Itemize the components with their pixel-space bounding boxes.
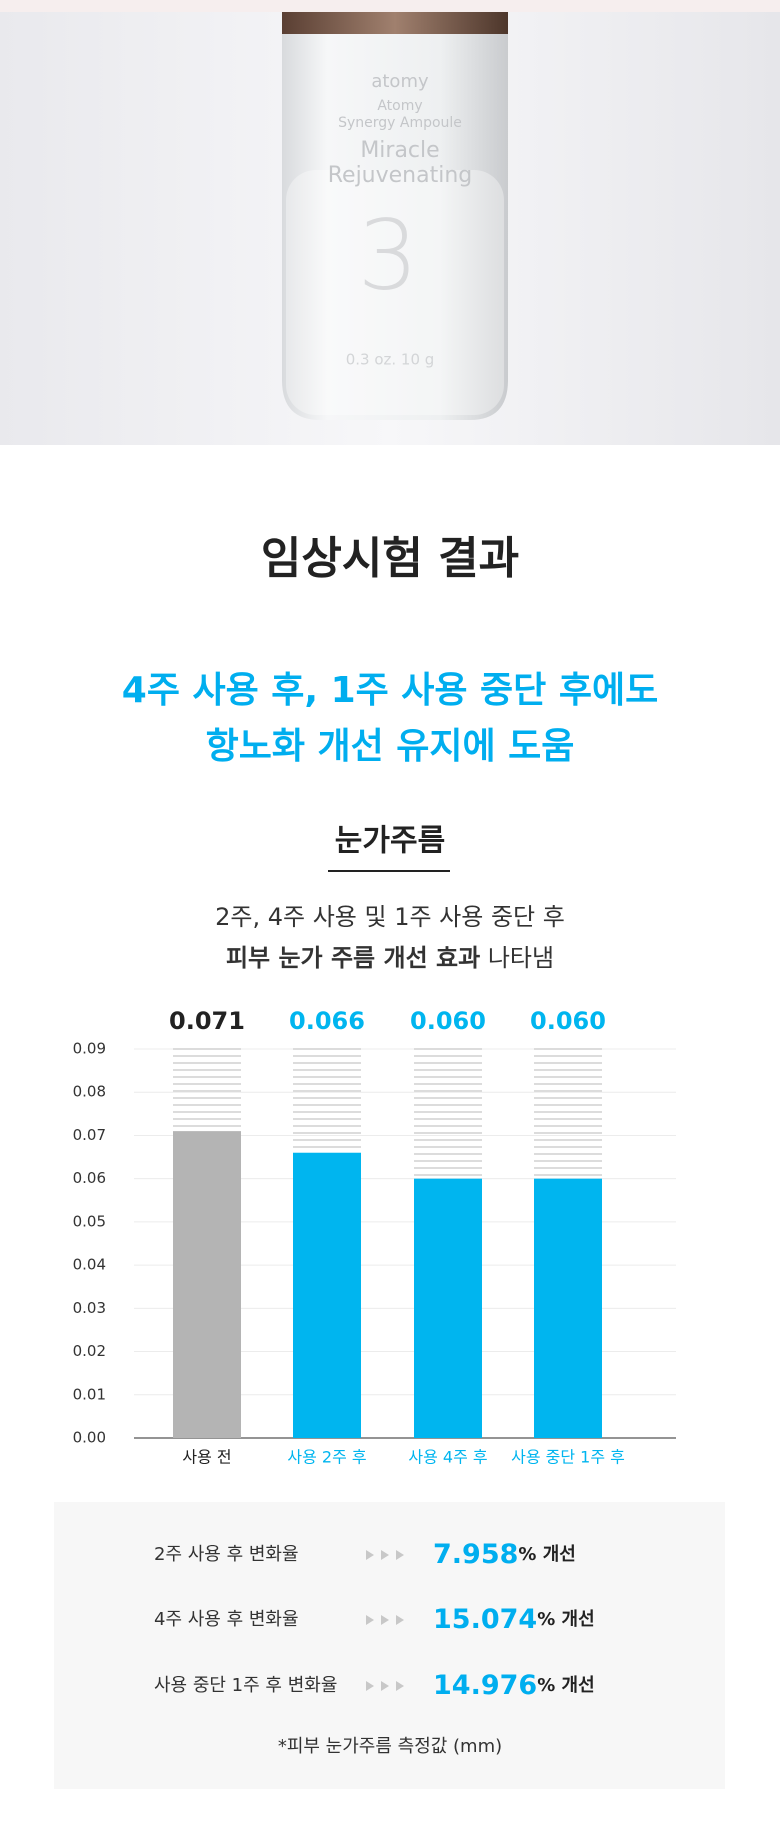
subtitle-rest: 나타냄 xyxy=(488,944,554,972)
vial-text: Atomy xyxy=(377,98,422,114)
bar xyxy=(293,1152,361,1438)
y-tick-label: 0.06 xyxy=(73,1169,106,1187)
y-tick-label: 0.01 xyxy=(73,1385,106,1403)
value-label: 0.060 xyxy=(410,1007,486,1035)
y-tick-label: 0.04 xyxy=(73,1256,106,1274)
subtitle: 2주, 4주 사용 및 1주 사용 중단 후 xyxy=(215,903,565,931)
footnote: *피부 눈가주름 측정값 (mm) xyxy=(278,1736,502,1757)
arrow xyxy=(396,1681,404,1691)
y-tick-label: 0.07 xyxy=(73,1126,106,1144)
vial-text: Synergy Ampoule xyxy=(338,115,462,131)
value-label: 0.066 xyxy=(289,1007,365,1035)
stat-label: 4주 사용 후 변화율 xyxy=(154,1609,299,1630)
y-tick-label: 0.03 xyxy=(73,1299,106,1317)
chart: 0.00 0.01 0.02 0.03 0.04 0.05 0.06 0.07 0.08 0.09… xyxy=(73,1007,676,1467)
top-strip xyxy=(0,0,780,12)
arrow xyxy=(396,1550,404,1560)
vial-text: 0.3 oz. 10 g xyxy=(346,351,435,369)
stats-box xyxy=(54,1502,725,1789)
stat-unit: % 개선 xyxy=(537,1609,594,1630)
bar xyxy=(414,1178,482,1438)
stat-unit: % 개선 xyxy=(518,1544,575,1565)
x-tick-label: 사용 중단 1주 후 xyxy=(511,1448,625,1467)
stat-number: 15.074 xyxy=(433,1604,537,1635)
subtitle: 피부 눈가 주름 개선 효과 나타냄 xyxy=(226,944,554,972)
vial-number: 3 xyxy=(357,199,418,311)
y-tick-label: 0.00 xyxy=(73,1429,106,1447)
bar xyxy=(173,1131,241,1438)
heading: 임상시험 결과 xyxy=(261,533,519,584)
section-title: 눈가주름 xyxy=(335,824,445,859)
vial-cap xyxy=(282,12,508,34)
x-tick-label: 사용 4주 후 xyxy=(408,1448,487,1467)
x-tick-label: 사용 2주 후 xyxy=(287,1448,366,1467)
vial xyxy=(282,34,508,420)
y-tick-label: 0.05 xyxy=(73,1212,106,1230)
vial-liquid xyxy=(286,170,504,415)
stat-number: 7.958 xyxy=(433,1539,518,1570)
stat-value: 15.074% 개선 xyxy=(433,1604,595,1635)
headline: 항노화 개선 유지에 도움 xyxy=(206,726,575,767)
value-label: 0.060 xyxy=(530,1007,606,1035)
value-label: 0.071 xyxy=(169,1007,245,1035)
stat-number: 14.976 xyxy=(433,1670,537,1701)
arrow xyxy=(366,1550,374,1560)
vial-text: Rejuvenating xyxy=(328,163,473,188)
arrow xyxy=(366,1681,374,1691)
arrow xyxy=(366,1615,374,1625)
arrow xyxy=(381,1681,389,1691)
arrow xyxy=(381,1550,389,1560)
arrow xyxy=(396,1615,404,1625)
subtitle-bold: 피부 눈가 주름 개선 효과 xyxy=(226,944,480,972)
y-tick-label: 0.09 xyxy=(73,1040,106,1058)
stat-unit: % 개선 xyxy=(537,1675,594,1696)
bar xyxy=(534,1178,602,1438)
y-tick-label: 0.08 xyxy=(73,1083,106,1101)
headline: 4주 사용 후, 1주 사용 중단 후에도 xyxy=(122,670,658,711)
x-tick-label: 사용 전 xyxy=(182,1448,231,1467)
y-tick-label: 0.02 xyxy=(73,1342,106,1360)
arrow xyxy=(381,1615,389,1625)
stat-label: 2주 사용 후 변화율 xyxy=(154,1544,299,1565)
stat-label: 사용 중단 1주 후 변화율 xyxy=(154,1675,337,1696)
stat-value: 14.976% 개선 xyxy=(433,1670,595,1701)
vial-text: Miracle xyxy=(360,138,439,163)
stat-value: 7.958% 개선 xyxy=(433,1539,576,1570)
vial-text: atomy xyxy=(371,71,429,92)
